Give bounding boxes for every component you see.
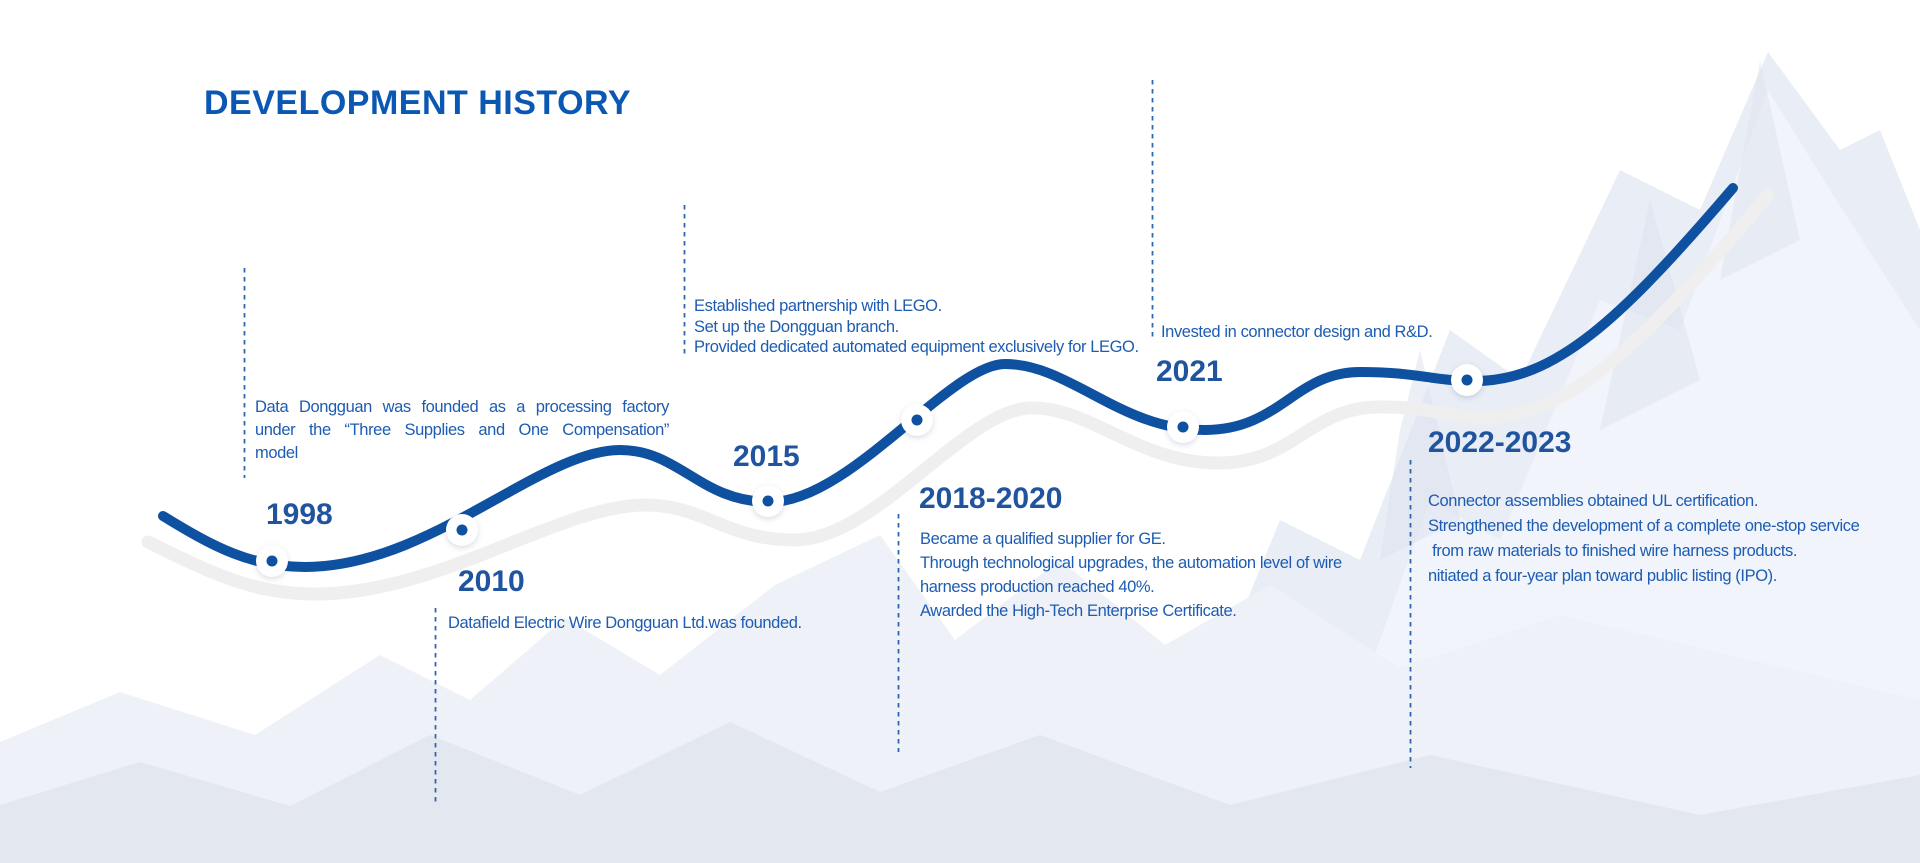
description-line: Data Dongguan was founded as a processin… <box>255 398 669 416</box>
page-title: DEVELOPMENT HISTORY <box>204 84 631 122</box>
description-line: Became a qualified supplier for GE. <box>920 530 1166 548</box>
milestone-2021-year: 2021 <box>1156 355 1223 388</box>
description-line: model <box>255 444 298 462</box>
description-line: Datafield Electric Wire Dongguan Ltd.was… <box>448 614 802 632</box>
milestone-2010-year: 2010 <box>458 565 525 598</box>
marker-2010 <box>446 514 478 546</box>
milestone-2010-description: Datafield Electric Wire Dongguan Ltd.was… <box>448 611 802 635</box>
milestone-2015-year: 2015 <box>733 440 800 473</box>
description-line: nitiated a four-year plan toward public … <box>1428 567 1777 585</box>
marker-1998 <box>256 545 288 577</box>
description-line: under the “Three Supplies and One Compen… <box>255 421 669 439</box>
description-line: from raw materials to finished wire harn… <box>1428 542 1798 560</box>
description-line: Provided dedicated automated equipment e… <box>694 338 1139 356</box>
marker-2015 <box>752 485 784 517</box>
description-line: Through technological upgrades, the auto… <box>920 554 1342 572</box>
milestone-2018-2020-description: Became a qualified supplier for GE. Thro… <box>920 527 1342 623</box>
milestone-2018-2020-year: 2018-2020 <box>919 482 1063 515</box>
description-line: Established partnership with LEGO. <box>694 297 942 315</box>
description-line: harness production reached 40%. <box>920 578 1155 596</box>
description-line: Invested in connector design and R&D. <box>1161 323 1433 341</box>
description-line: Connector assemblies obtained UL certifi… <box>1428 492 1759 510</box>
marker-2018-2020 <box>901 404 933 436</box>
milestone-2022-2023-description: Connector assemblies obtained UL certifi… <box>1428 489 1860 589</box>
marker-2022-2023 <box>1451 364 1483 396</box>
milestone-2015-description: Established partnership with LEGO. Set u… <box>694 296 1139 358</box>
marker-2021 <box>1167 411 1199 443</box>
description-line: Strengthened the development of a comple… <box>1428 517 1860 535</box>
description-line: Set up the Dongguan branch. <box>694 317 899 336</box>
description-line: Awarded the High-Tech Enterprise Certifi… <box>920 602 1237 620</box>
milestone-1998-year: 1998 <box>266 498 333 531</box>
milestone-2021-description: Invested in connector design and R&D. <box>1161 322 1433 343</box>
milestone-2022-2023-year: 2022-2023 <box>1428 426 1572 459</box>
milestone-1998-description: Data Dongguan was founded as a processin… <box>255 396 669 465</box>
